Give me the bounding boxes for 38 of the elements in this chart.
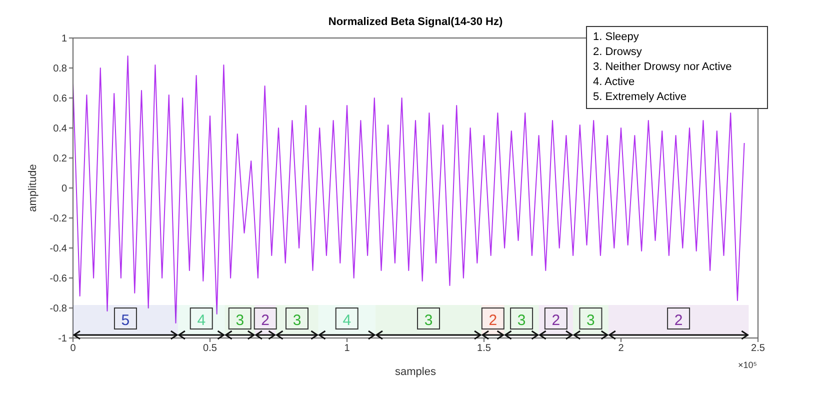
band-label: 3 — [292, 312, 302, 329]
y-axis-title: amplitude — [26, 164, 39, 212]
band-label: 4 — [342, 312, 352, 329]
band-label: 3 — [586, 312, 595, 329]
annotation: 1. Sleepy — [593, 30, 640, 45]
y-tick-label: -0.8 — [50, 304, 68, 315]
annotation: 2. Drowsy — [593, 45, 643, 60]
x-tick-label: 1 — [344, 343, 350, 354]
x-tick-label: 0.5 — [203, 343, 218, 354]
y-tick-label: -0.2 — [50, 214, 68, 225]
y-tick-label: 0.4 — [53, 124, 68, 135]
y-tick-label: -0.4 — [50, 244, 68, 255]
y-tick-label: 1 — [61, 34, 68, 45]
x-tick-label: 0 — [70, 343, 76, 354]
annotation: 4. Active — [593, 75, 636, 90]
y-tick-label: 0.8 — [53, 64, 68, 75]
x-tick-label: 2.5 — [751, 343, 766, 354]
annotation: 3. Neither Drowsy nor Active — [593, 60, 733, 75]
band-label: 2 — [674, 312, 683, 329]
band-label: 2 — [261, 312, 270, 329]
band-label: 4 — [197, 312, 206, 329]
band-label: 3 — [424, 312, 433, 329]
y-tick-label: 0.2 — [53, 154, 68, 165]
y-tick-label: 0 — [61, 184, 68, 195]
x-tick-label: 2 — [618, 343, 624, 354]
y-tick-label: 0.6 — [53, 94, 68, 105]
y-tick-label: -1 — [58, 334, 68, 345]
band-label: 3 — [236, 312, 244, 329]
band-label: 2 — [552, 312, 560, 329]
chart-title: Normalized Beta Signal(14-30 Hz) — [327, 16, 504, 28]
band-label: 5 — [121, 312, 130, 329]
annotation: 5. Extremely Active — [593, 90, 688, 105]
x-axis-title: samples — [395, 366, 436, 378]
band-label: 2 — [488, 312, 498, 329]
band-label: 3 — [517, 312, 526, 329]
text: ×10⁵ — [738, 360, 757, 370]
x-tick-label: 1.5 — [477, 343, 492, 354]
y-tick-label: -0.6 — [50, 274, 68, 285]
